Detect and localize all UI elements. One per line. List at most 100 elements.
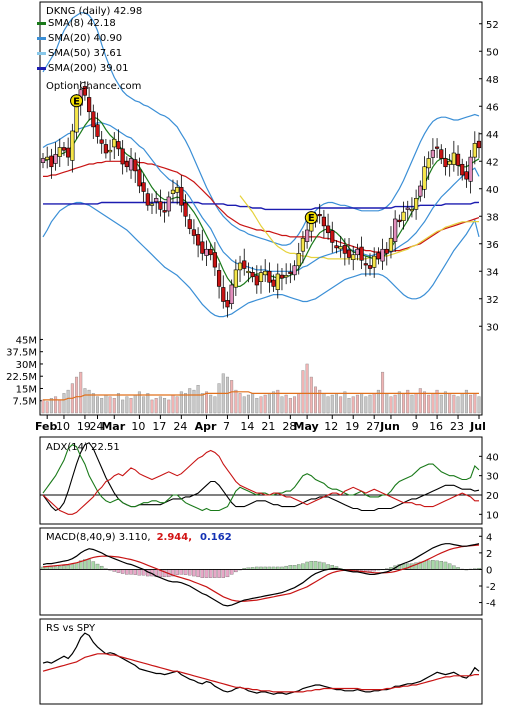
volume-tick-label: 45M [16, 335, 37, 346]
volume-bar [234, 389, 238, 414]
legend-label: SMA(8) 42.18 [48, 18, 116, 29]
volume-bar [255, 398, 259, 414]
candle-body [166, 196, 171, 212]
candle-body [351, 254, 356, 260]
sma200-line [43, 201, 480, 211]
volume-bar [414, 393, 418, 414]
candle-body [317, 214, 322, 217]
macd-histogram-bar [187, 569, 192, 576]
macd-histogram-bar [309, 560, 314, 570]
rs-label: RS vs SPY [46, 623, 96, 634]
macd-histogram-bar [129, 569, 133, 575]
candle-body [95, 124, 100, 137]
volume-bar [452, 394, 456, 414]
macd-histogram-bar [229, 569, 234, 575]
candle-body [212, 252, 217, 268]
candle-body [355, 248, 360, 256]
volume-bar [355, 394, 359, 414]
candle-body [137, 169, 142, 187]
volume-bar [146, 393, 150, 414]
volume-bar [431, 393, 435, 414]
candle-body [40, 158, 46, 163]
candle-body [204, 248, 209, 256]
candle-body [472, 143, 477, 158]
volume-bar [427, 394, 431, 414]
price-tick-label: 38 [486, 212, 499, 223]
volume-bar [339, 396, 343, 414]
candle-body [200, 241, 205, 254]
x-tick-label: Apr [195, 420, 217, 433]
macd-histogram-bar [192, 569, 196, 577]
adx-series-line [42, 449, 479, 515]
candle-body [170, 189, 176, 194]
volume-bar [364, 396, 368, 414]
candle-body [107, 149, 113, 153]
candle-body [145, 193, 150, 206]
macd-histogram-bar [208, 569, 213, 578]
adx-tick-label: 30 [486, 472, 499, 483]
candle-body [359, 246, 364, 261]
macd-histogram-bar [87, 559, 91, 570]
macd-histogram-bar [221, 569, 226, 578]
candle-body [254, 275, 259, 286]
price-panel: 30 32 34 36 38 40 42 44 46 48 50 52 45M 37.5M30M22.5M… [6, 1, 499, 433]
candle-body [476, 140, 482, 149]
macd-histogram-bar [183, 569, 188, 575]
candle-body [141, 182, 146, 192]
candle-body [447, 160, 452, 165]
candle-body [91, 111, 96, 128]
volume-bar [158, 396, 162, 414]
candle-body [162, 210, 167, 213]
macd-histogram-bar [91, 561, 96, 570]
volume-tick-label: 22.5M [6, 372, 37, 383]
candle-body [309, 222, 314, 232]
macd-histogram-bar [213, 569, 217, 578]
candle-body [191, 229, 197, 236]
x-tick-label: 16 [429, 420, 443, 433]
macd-histogram-bar [225, 569, 230, 578]
volume-bar [213, 396, 217, 414]
macd-line [42, 543, 480, 607]
volume-bar [112, 398, 116, 414]
macd-histogram-bar [296, 564, 301, 570]
x-tick-label: 17 [152, 420, 166, 433]
macd-histogram-bar [288, 565, 293, 570]
earnings-marker [70, 94, 84, 108]
adx-panel: 40 30 20 10 ADX(14) 22.51 [39, 436, 499, 525]
macd-histogram-bar [447, 563, 452, 570]
volume-bar [376, 389, 380, 414]
candle-body [99, 139, 104, 144]
volume-bar [83, 388, 87, 414]
candle-body [45, 156, 50, 160]
earnings-marker-label: E [73, 96, 80, 107]
x-tick-label: 14 [240, 420, 254, 433]
sma50-line [239, 195, 479, 260]
volume-bar [297, 393, 301, 414]
candle-body [321, 216, 326, 227]
volume-bar [150, 399, 154, 414]
price-tick-label: 42 [486, 157, 499, 168]
legend-label: SMA(20) 40.90 [48, 33, 122, 44]
x-tick-label: Jun [379, 420, 400, 433]
candle-body [149, 203, 155, 206]
volume-bar [66, 389, 70, 414]
volume-bar [116, 393, 120, 414]
volume-bar [75, 376, 79, 414]
volume-bar [456, 396, 460, 414]
legend-label: SMA(50) 37.61 [48, 48, 122, 59]
sma20-line [42, 122, 480, 272]
candle-body [216, 270, 222, 287]
sma8-line [42, 116, 480, 287]
volume-bar [196, 385, 200, 414]
volume-bar [163, 398, 167, 414]
volume-bar [129, 398, 133, 414]
macd-histogram-bar [125, 569, 129, 575]
volume-bar [259, 396, 263, 414]
macd-histogram-bar [58, 565, 62, 570]
volume-bar [95, 396, 99, 414]
volume-bar [330, 394, 334, 414]
volume-bar [351, 396, 355, 414]
candle-body [426, 158, 431, 169]
candle-body [237, 262, 243, 271]
macd-histogram-bar [137, 569, 142, 576]
